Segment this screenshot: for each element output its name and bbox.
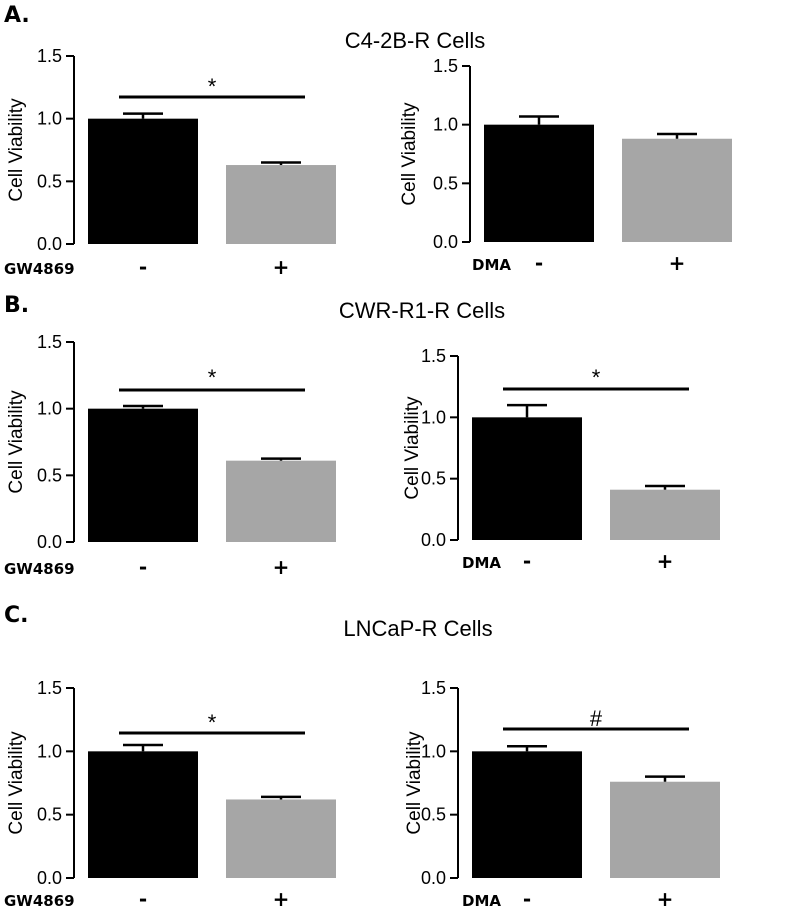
y-axis-label: Cell Viability [6,731,27,835]
bar-minus [88,751,198,878]
y-axis-label: Cell Viability [402,396,423,500]
y-tick-label: 1.0 [421,741,446,761]
significance-marker: * [592,365,601,390]
chart-c-left: 0.0 0.5 1.0 1.5 Cell Viability - + GW4869 * [4,678,336,911]
significance-marker: * [208,365,217,390]
chart-b-right: 0.0 0.5 1.0 1.5 Cell Viability - + DMA * [402,346,720,573]
bar-minus [472,417,582,540]
y-tick-label: 1.5 [433,56,458,76]
category-label: - [139,255,147,279]
bar-minus [88,118,198,244]
significance-marker: * [208,710,217,735]
y-axis-label: Cell Viability [399,102,420,206]
y-tick-label: 1.5 [421,678,446,698]
y-tick-label: 0.0 [37,868,62,888]
y-axis-label: Cell Viability [6,390,27,494]
bar-plus [226,460,336,542]
panel-letter-a: A. [4,3,30,28]
y-tick-label: 1.0 [37,741,62,761]
y-tick-label: 0.5 [421,469,446,489]
bar-plus [610,489,720,540]
bar-plus [622,138,732,242]
condition-label: GW4869 [4,560,75,578]
bar-minus [484,124,594,242]
y-tick-label: 0.5 [37,171,62,191]
category-label: - [523,549,531,573]
y-tick-label: 1.5 [421,346,446,366]
y-tick-label: 0.5 [421,805,446,825]
row-title-c: LNCaP-R Cells [343,616,492,641]
significance-marker: * [208,74,217,99]
y-tick-label: 1.5 [37,332,62,352]
category-label: - [139,555,147,579]
bar-minus [472,751,582,878]
panel-letter-c: C. [4,603,29,628]
y-tick-label: 0.5 [37,465,62,485]
category-label: - [139,887,147,911]
row-title-a: C4-2B-R Cells [345,28,486,53]
chart-a-right: 0.0 0.5 1.0 1.5 Cell Viability - + DMA [399,56,732,275]
bar-plus [610,781,720,878]
chart-a-left: 0.0 0.5 1.0 1.5 Cell Viability - + GW4869 * [4,46,336,279]
y-axis-label: Cell Viability [6,98,27,202]
y-tick-label: 0.0 [433,232,458,252]
chart-b-left: 0.0 0.5 1.0 1.5 Cell Viability - + GW4869 * [4,332,336,579]
y-tick-label: 1.0 [421,407,446,427]
condition-label: GW4869 [4,892,75,910]
y-tick-label: 1.0 [433,115,458,135]
y-tick-label: 1.5 [37,678,62,698]
y-axis-label: Cell Viability [404,731,425,835]
y-tick-label: 0.0 [421,530,446,550]
y-tick-label: 0.0 [37,532,62,552]
condition-label: DMA [462,554,501,572]
y-tick-label: 1.0 [37,109,62,129]
chart-c-right: 0.0 0.5 1.0 1.5 Cell Viability - + DMA # [404,678,720,911]
condition-label: DMA [462,892,501,910]
category-label: + [273,555,290,579]
panel-letter-b: B. [4,293,29,318]
category-label: - [523,887,531,911]
significance-marker: # [590,706,603,731]
bar-plus [226,165,336,244]
category-label: + [273,255,290,279]
y-tick-label: 1.5 [37,46,62,66]
category-label: - [535,251,543,275]
y-tick-label: 0.0 [37,234,62,254]
y-tick-label: 0.0 [421,868,446,888]
condition-label: DMA [472,256,511,274]
y-tick-label: 0.5 [37,805,62,825]
category-label: + [657,549,674,573]
category-label: + [657,887,674,911]
condition-label: GW4869 [4,260,75,278]
y-tick-label: 0.5 [433,173,458,193]
row-title-b: CWR-R1-R Cells [339,298,505,323]
bar-plus [226,799,336,878]
category-label: + [669,251,686,275]
bar-minus [88,408,198,542]
y-tick-label: 1.0 [37,399,62,419]
category-label: + [273,887,290,911]
